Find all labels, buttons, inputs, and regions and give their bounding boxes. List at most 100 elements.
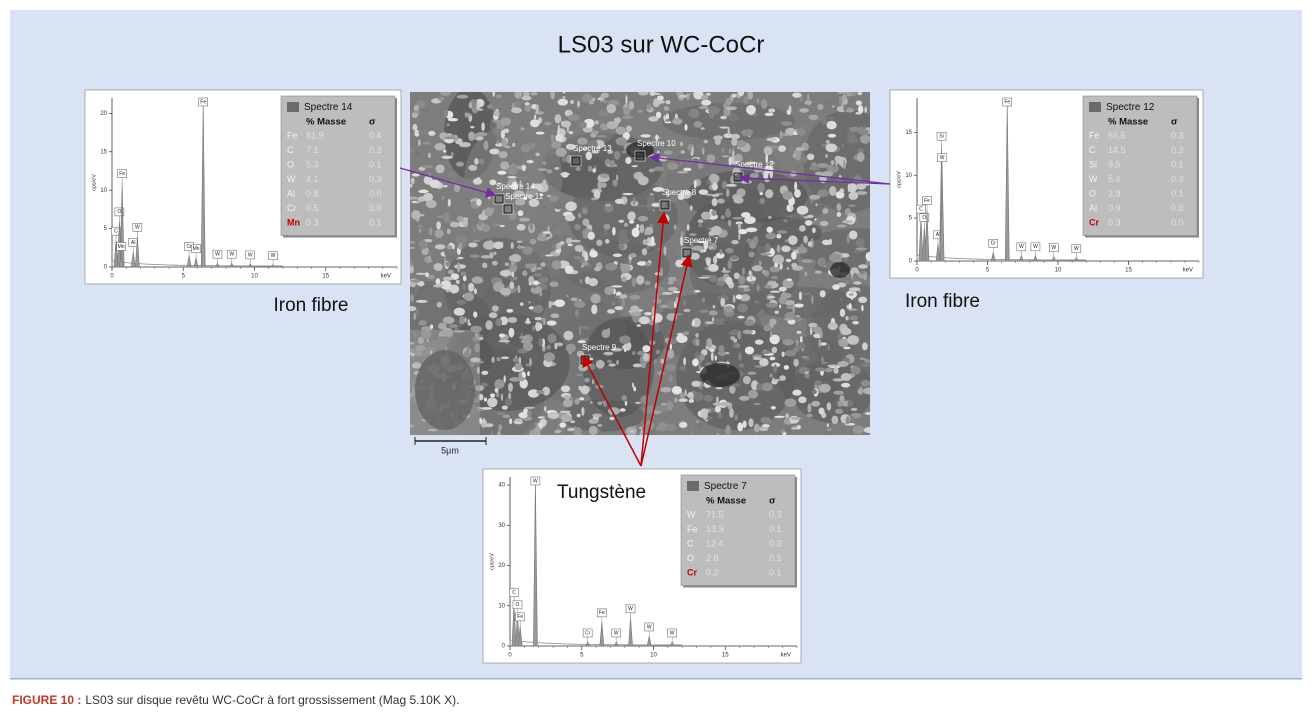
sem-grain bbox=[759, 358, 769, 367]
peak-label: Fe bbox=[517, 614, 523, 620]
legend-sigma: 0.3 bbox=[769, 509, 782, 519]
sem-grain bbox=[795, 147, 805, 152]
peak-label-box bbox=[597, 608, 607, 618]
sem-grain bbox=[766, 226, 773, 233]
sem-grain bbox=[452, 134, 459, 142]
sem-grain bbox=[514, 418, 523, 422]
sem-grain bbox=[629, 311, 642, 316]
sem-dark bbox=[626, 142, 654, 158]
sem-grain bbox=[418, 139, 421, 147]
sem-grain bbox=[797, 341, 806, 350]
sem-grain bbox=[714, 355, 717, 361]
peak-label-box bbox=[245, 250, 255, 260]
peak-label: W bbox=[215, 251, 220, 257]
peak-label-box bbox=[132, 223, 143, 232]
sem-grain bbox=[442, 184, 448, 188]
sem-grain bbox=[776, 233, 782, 239]
sem-grain bbox=[791, 262, 798, 268]
sem-grain bbox=[836, 211, 842, 218]
sem-grain bbox=[429, 179, 441, 189]
sem-grain bbox=[496, 392, 500, 398]
arrow bbox=[640, 211, 670, 467]
sem-grain bbox=[499, 269, 511, 277]
sem-grain bbox=[756, 98, 760, 104]
sem-grain bbox=[443, 109, 449, 118]
sem-grain bbox=[446, 123, 451, 127]
sem-grain bbox=[840, 297, 843, 301]
sem-grain bbox=[447, 171, 458, 178]
legend-sigma: 0.3 bbox=[1171, 174, 1184, 184]
sem-grain bbox=[743, 129, 754, 136]
sem-grain bbox=[432, 229, 436, 234]
sem-grain bbox=[696, 144, 705, 150]
sem-grain bbox=[621, 298, 625, 308]
peak-label-box bbox=[268, 251, 278, 260]
sem-grain bbox=[412, 124, 418, 131]
sem-grain bbox=[493, 241, 504, 250]
sem-grain bbox=[732, 295, 736, 303]
sem-grain bbox=[859, 357, 866, 360]
sem-grain bbox=[692, 358, 699, 367]
peak-label-box bbox=[114, 207, 125, 217]
sem-grain bbox=[511, 181, 518, 191]
sem-grain bbox=[697, 219, 704, 224]
sem-grain bbox=[747, 389, 759, 399]
peak bbox=[1051, 256, 1057, 262]
sem-grain bbox=[527, 371, 530, 377]
sem-grain bbox=[532, 325, 535, 331]
sem-grain bbox=[786, 278, 792, 282]
sem-grain bbox=[456, 299, 466, 305]
sem-grain bbox=[777, 145, 786, 153]
sem-grain bbox=[601, 329, 611, 339]
sem-grain bbox=[697, 421, 703, 428]
sem-grain bbox=[811, 389, 817, 395]
sem-grain bbox=[546, 344, 551, 350]
sem-grain bbox=[838, 95, 843, 106]
sem-grain bbox=[769, 373, 773, 378]
sem-grain bbox=[678, 94, 689, 98]
sem-grain bbox=[411, 173, 420, 177]
sem-grain bbox=[730, 133, 741, 140]
peak bbox=[130, 251, 136, 268]
sem-grain bbox=[746, 104, 756, 115]
y-tick-label: 40 bbox=[498, 483, 505, 489]
sem-grain bbox=[668, 276, 677, 282]
peak bbox=[585, 641, 591, 647]
sem-grain bbox=[619, 408, 626, 412]
sem-grain bbox=[765, 232, 777, 240]
sem-grain bbox=[615, 174, 619, 182]
sem-grain bbox=[472, 226, 476, 233]
sem-grain bbox=[636, 324, 642, 327]
sem-grain bbox=[850, 366, 861, 375]
sem-grain bbox=[455, 234, 467, 245]
sem-grain bbox=[652, 187, 664, 192]
sem-grain bbox=[765, 189, 774, 199]
sem-grain bbox=[480, 255, 491, 259]
sem-grain bbox=[521, 164, 526, 172]
sem-grain bbox=[695, 333, 699, 338]
sem-grain bbox=[830, 160, 835, 165]
spot-box bbox=[635, 151, 645, 161]
sem-grain bbox=[848, 204, 856, 207]
sem-grain bbox=[735, 294, 743, 300]
sem-grain bbox=[587, 165, 593, 172]
sem-grain bbox=[769, 290, 781, 293]
sem-grain bbox=[554, 114, 562, 124]
sem-grain bbox=[797, 246, 808, 254]
sem-grain bbox=[494, 379, 505, 389]
sem-grain bbox=[596, 239, 603, 247]
sem-grain bbox=[615, 136, 627, 146]
sem-grain bbox=[574, 309, 580, 317]
sem-grain bbox=[513, 190, 525, 197]
sem-grain bbox=[579, 279, 583, 284]
peak-label: C bbox=[114, 228, 118, 234]
sem-grain bbox=[489, 148, 500, 155]
sem-grain bbox=[759, 309, 766, 318]
sem-grain bbox=[631, 227, 640, 238]
sem-grain bbox=[782, 339, 795, 346]
sem-grain bbox=[672, 118, 683, 125]
peak bbox=[533, 479, 538, 647]
legend-element: Al bbox=[1089, 203, 1097, 213]
peak-label-box bbox=[644, 622, 654, 632]
sem-grain bbox=[798, 396, 807, 404]
